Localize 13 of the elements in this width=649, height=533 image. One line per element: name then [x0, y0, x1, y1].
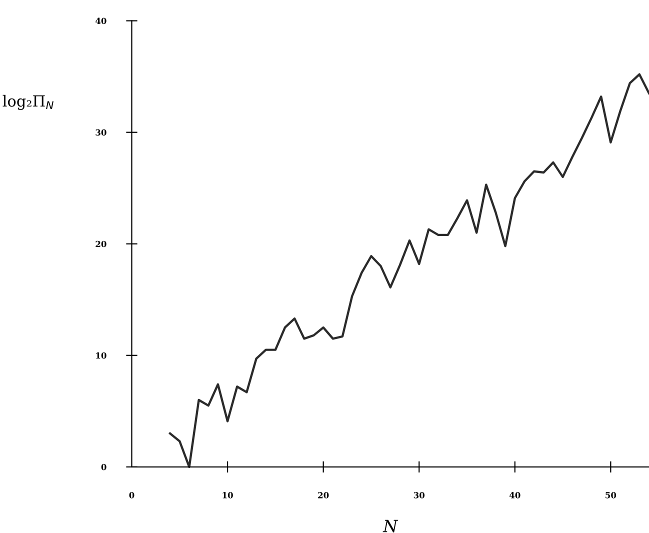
x-tick-label: 0	[129, 492, 134, 498]
y-tick-label: 30	[96, 129, 106, 136]
x-tick-label: 40	[509, 492, 520, 498]
x-tick-label: 20	[318, 492, 329, 498]
y-tick-label: 0	[101, 464, 106, 470]
x-tick-label: 10	[222, 492, 233, 498]
y-tick-label: 40	[95, 18, 106, 24]
x-axis-title: N	[382, 520, 398, 532]
x-tick-label: 50	[606, 492, 616, 498]
y-tick-label: 20	[96, 240, 106, 248]
y-tick-label: 10	[96, 352, 106, 359]
x-tick-label: 30	[414, 492, 425, 498]
y-axis-title: log₂Π$_{N}$	[2, 94, 54, 110]
